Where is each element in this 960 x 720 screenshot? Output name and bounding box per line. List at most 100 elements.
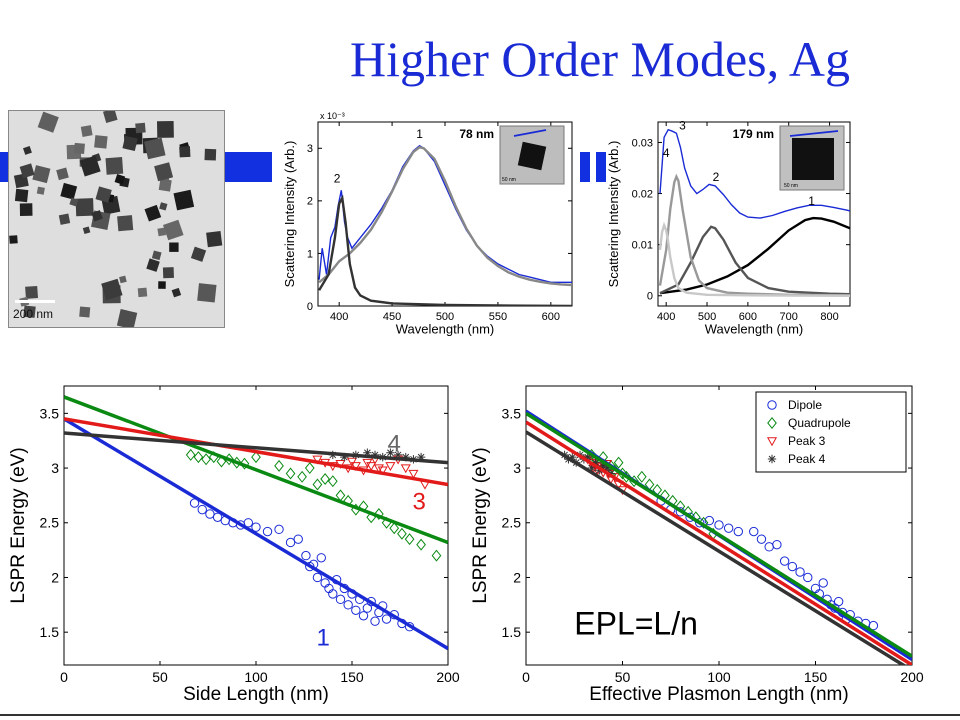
legend-label: Quadrupole [788, 416, 851, 430]
x-tick-label: 100 [244, 669, 268, 685]
mode-label: 3 [413, 489, 426, 516]
size-label: 78 nm [459, 127, 494, 141]
slide-bottom-rule [0, 714, 960, 716]
x-axis-label: Effective Plasmon Length (nm) [589, 684, 848, 705]
data-point [304, 462, 315, 475]
x-tick-label: 500 [698, 311, 716, 323]
nanocube [157, 227, 167, 237]
x-tick-label: 0 [60, 669, 68, 685]
data-point [401, 452, 410, 462]
measured-spectrum-line [659, 128, 850, 219]
data-point [416, 538, 426, 551]
nanocube [58, 213, 71, 225]
nanocube [75, 198, 94, 217]
nanocube [9, 235, 18, 244]
y-axis-label: LSPR Energy (eV) [470, 447, 491, 603]
peak-label: 1 [416, 127, 423, 141]
y-tick-label: 0.01 [632, 240, 653, 252]
x-tick-label: 400 [330, 311, 348, 323]
x-tick-label: 50 [615, 669, 631, 685]
data-point [366, 462, 377, 472]
nanocube [117, 215, 134, 232]
y-tick-label: 2 [513, 569, 521, 585]
data-point [340, 452, 349, 462]
nanocube [162, 267, 174, 279]
data-point [723, 523, 734, 533]
nanocube [95, 186, 112, 203]
data-point [350, 462, 361, 472]
y-tick-label: 1.5 [40, 624, 60, 640]
peak-label: 2 [334, 171, 341, 185]
series-group [318, 144, 572, 306]
data-point [385, 462, 396, 472]
epl-annotation: EPL=L/n [574, 605, 698, 641]
x-tick-label: 50 [152, 669, 168, 685]
fit-line [64, 431, 448, 465]
nanocube [102, 111, 118, 124]
nanocube [19, 163, 35, 179]
nanocube [197, 283, 217, 303]
data-point [358, 611, 369, 621]
data-point [636, 470, 647, 483]
energy-vs-side-length-chart: 0 50 100 150 200 1.5 2 2.5 3 3.5 Side Length (nm) L… [8, 385, 460, 705]
nanocube [171, 287, 182, 298]
nanocube [116, 308, 138, 327]
inset-scale-label: 50 nm [502, 177, 516, 183]
x-tick-label: 450 [383, 311, 401, 323]
fit-line [64, 417, 448, 487]
series-group [658, 128, 850, 297]
x-tick-label: 200 [436, 669, 460, 685]
data-point [408, 469, 419, 479]
nanocube [135, 122, 146, 134]
fit-curve-line [318, 145, 572, 287]
data-point [205, 509, 215, 519]
scale-bar [15, 300, 55, 303]
peak-label: 3 [679, 119, 686, 133]
x-tick-label: 600 [542, 311, 560, 323]
x-axis-label: Side Length (nm) [183, 684, 329, 705]
data-point [583, 452, 592, 462]
x-tick-label: 400 [657, 311, 675, 323]
data-point [351, 605, 361, 615]
data-point [400, 464, 411, 474]
data-point [328, 589, 338, 599]
nanocube [122, 135, 138, 152]
nanocube [169, 242, 179, 252]
data-point [285, 537, 296, 548]
nanocube [79, 306, 91, 318]
data-point [431, 549, 442, 562]
data-point [404, 533, 415, 546]
data-point [704, 515, 715, 526]
nanocube [119, 275, 127, 284]
peak-label: 4 [663, 146, 670, 160]
nanocube [151, 250, 162, 261]
nanocube [19, 203, 33, 216]
nanocube [91, 210, 103, 222]
data-point [599, 461, 608, 471]
nanocube [60, 182, 78, 200]
data-point [779, 556, 790, 566]
nanocube [36, 186, 45, 195]
data-point [274, 524, 284, 535]
data-point [262, 526, 273, 537]
fit-curve-line [658, 173, 850, 297]
data-point [833, 596, 844, 607]
y-tick-label: 2.5 [40, 515, 60, 531]
nanocube [162, 219, 184, 241]
nanocube [158, 178, 172, 192]
data-point [335, 594, 346, 605]
nanocube [73, 142, 85, 154]
x-tick-label: 800 [820, 311, 838, 323]
data-point [316, 553, 326, 563]
nanocube [25, 285, 39, 299]
y-tick-label: 3 [51, 460, 59, 476]
data-point [285, 467, 296, 480]
legend-box [755, 391, 907, 473]
data-point [239, 457, 250, 470]
y-tick-label: 3.5 [40, 405, 60, 421]
nanocube [144, 137, 166, 160]
data-point [373, 464, 384, 474]
nanocube [114, 174, 126, 185]
data-point [377, 466, 388, 476]
data-point [197, 504, 207, 515]
